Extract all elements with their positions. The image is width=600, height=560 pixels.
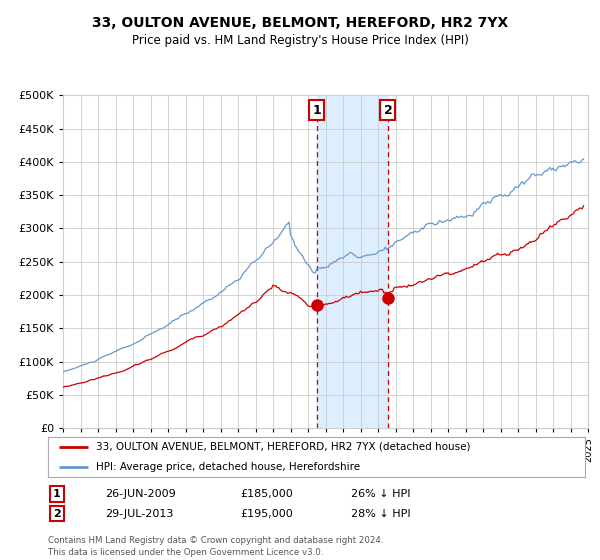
- Text: £185,000: £185,000: [240, 489, 293, 499]
- Text: Contains HM Land Registry data © Crown copyright and database right 2024.
This d: Contains HM Land Registry data © Crown c…: [48, 536, 383, 557]
- Text: 28% ↓ HPI: 28% ↓ HPI: [351, 508, 410, 519]
- Text: 26% ↓ HPI: 26% ↓ HPI: [351, 489, 410, 499]
- Text: 29-JUL-2013: 29-JUL-2013: [105, 508, 173, 519]
- Text: Price paid vs. HM Land Registry's House Price Index (HPI): Price paid vs. HM Land Registry's House …: [131, 34, 469, 46]
- Text: £195,000: £195,000: [240, 508, 293, 519]
- Text: 1: 1: [53, 489, 61, 499]
- Text: 2: 2: [53, 508, 61, 519]
- Text: 33, OULTON AVENUE, BELMONT, HEREFORD, HR2 7YX (detached house): 33, OULTON AVENUE, BELMONT, HEREFORD, HR…: [97, 442, 471, 452]
- Bar: [317, 95, 388, 428]
- Text: HPI: Average price, detached house, Herefordshire: HPI: Average price, detached house, Here…: [97, 462, 361, 472]
- Text: 1: 1: [312, 104, 321, 116]
- Text: 33, OULTON AVENUE, BELMONT, HEREFORD, HR2 7YX: 33, OULTON AVENUE, BELMONT, HEREFORD, HR…: [92, 16, 508, 30]
- Text: 2: 2: [383, 104, 392, 116]
- Text: 26-JUN-2009: 26-JUN-2009: [105, 489, 176, 499]
